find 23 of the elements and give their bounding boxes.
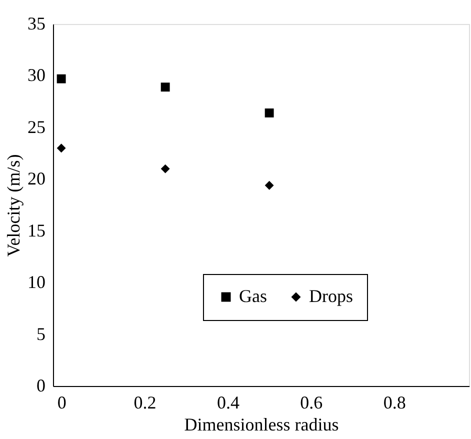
y-tick-label: 35 [28,14,46,34]
y-tick-label: 0 [36,376,46,396]
point [160,164,170,174]
y-tick-label: 5 [36,324,46,344]
legend-label: Gas [239,286,267,306]
point [160,82,170,92]
y-tick-label: 15 [28,220,46,240]
x-tick-label: 0.6 [300,392,323,412]
point [264,108,274,118]
point [264,180,274,190]
x-tick-label: 0.4 [216,392,240,412]
point [56,74,66,84]
x-tick-label: 0.2 [134,392,156,412]
x-tick-label: 0.8 [383,392,406,412]
point [56,144,66,153]
y-tick-label: 25 [28,116,46,137]
y-tick-label: 10 [28,272,46,292]
x-tick-label: 0 [57,392,66,412]
x-axis-title: Dimensionless radius [184,414,339,434]
legend-label: Drops [309,286,353,306]
y-axis-title: Velocity (m/s) [4,154,24,257]
y-tick-label: 30 [28,65,46,86]
y-tick-label: 20 [28,168,46,189]
